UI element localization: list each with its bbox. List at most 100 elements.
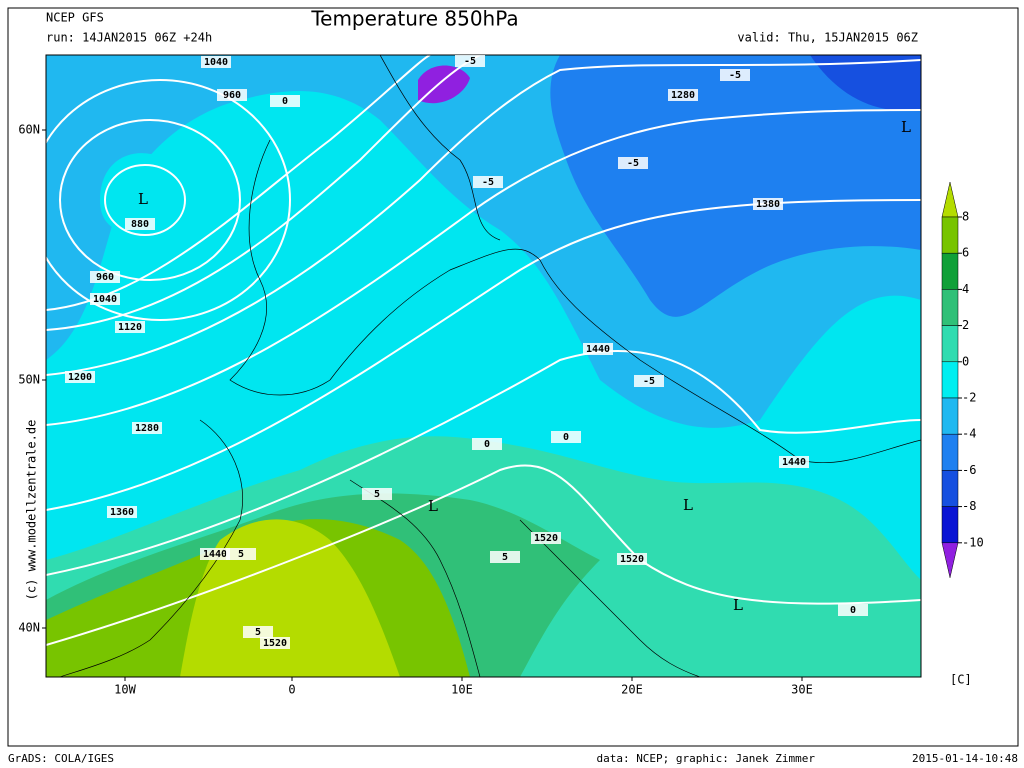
low-marker: L: [683, 496, 693, 514]
contour-label-box: [270, 95, 300, 107]
map-area: [46, 55, 921, 677]
contour-label-box: [618, 157, 648, 169]
contour-label: 0: [484, 439, 490, 450]
contour-label: -5: [627, 158, 639, 169]
contour-label: 1040: [93, 294, 117, 305]
low-marker: L: [428, 497, 438, 515]
colorbar-bottom-triangle: [941, 542, 959, 578]
contour-label: 5: [502, 552, 508, 563]
contour-label-box: [531, 532, 561, 544]
contour-label-box: [90, 293, 120, 305]
contour-label-box: [107, 506, 137, 518]
software: GrADS: COLA/IGES: [8, 752, 114, 765]
contour-label: 1380: [756, 199, 780, 210]
colorbar-segment: [941, 361, 959, 399]
contour-label-box: [65, 371, 95, 383]
contour-label: -5: [464, 56, 476, 67]
lat-label: 40N: [18, 621, 40, 635]
contour-label-box: [362, 488, 392, 500]
colorbar-tick-label: 8: [962, 210, 969, 224]
contour-label: 1520: [263, 638, 287, 649]
colorbar-segment: [941, 289, 959, 326]
contour-label: 1120: [118, 322, 142, 333]
contour-label-box: [720, 69, 750, 81]
contour-label-box: [132, 422, 162, 434]
contour-label-box: [490, 551, 520, 563]
contour-label-box: [617, 553, 647, 565]
contour-label-box: [551, 431, 581, 443]
contour-label: 880: [131, 219, 149, 230]
contour-label-box: [260, 637, 290, 649]
lon-label: 30E: [791, 683, 813, 697]
contour-label-box: [90, 271, 120, 283]
colorbar-segment: [941, 397, 959, 435]
colorbar-top-triangle: [941, 181, 959, 218]
colorbar-segment: [941, 216, 959, 254]
low-marker: L: [901, 118, 911, 136]
contour-label-box: [115, 321, 145, 333]
lon-label: 10W: [114, 683, 136, 697]
colorbar-tick-label: 4: [962, 282, 969, 296]
contour-label: -5: [643, 376, 655, 387]
low-marker: L: [733, 596, 743, 614]
contour-label: 960: [96, 272, 114, 283]
colorbar-tick-label: -4: [962, 427, 976, 441]
contour-label-box: [634, 375, 664, 387]
lon-label: 10E: [451, 683, 473, 697]
contour-label: 1200: [68, 372, 92, 383]
contour-label: 5: [255, 627, 261, 638]
field-coldest: [810, 55, 921, 111]
colorbar-tick-label: 6: [962, 246, 969, 260]
lon-label: 0: [288, 683, 295, 697]
contour-label-box: [243, 626, 273, 638]
contour-label-box: [226, 548, 256, 560]
contour-label-box: [201, 56, 231, 68]
contour-label: -5: [482, 177, 494, 188]
colorbar-tick-label: -2: [962, 391, 976, 405]
contour-label: 1520: [534, 533, 558, 544]
contour-label-box: [838, 604, 868, 616]
contour-label: 1440: [782, 457, 806, 468]
colorbar-segment: [941, 433, 959, 471]
colorbar-segment: [941, 252, 959, 290]
copyright: (c) www.modellzentrale.de: [25, 420, 39, 601]
contour-label: 960: [223, 90, 241, 101]
colorbar-tick-label: -6: [962, 463, 976, 477]
colorbar-segment: [941, 325, 959, 363]
contour-label-box: [473, 176, 503, 188]
colorbar-tick-label: -10: [962, 535, 984, 549]
contour-label: 0: [850, 605, 856, 616]
contour-label-box: [583, 343, 613, 355]
colorbar-tick-label: 2: [962, 318, 969, 332]
timestamp: 2015-01-14-10:48: [912, 752, 1018, 765]
contour-label: 0: [282, 96, 288, 107]
contour-label: 5: [374, 489, 380, 500]
colorbar-segment: [941, 506, 959, 544]
valid-time: valid: Thu, 15JAN2015 06Z: [737, 31, 918, 45]
lat-label: 50N: [18, 373, 40, 387]
run-info: run: 14JAN2015 06Z +24h: [46, 31, 212, 45]
map-title: Temperature 850hPa: [310, 7, 518, 31]
contour-label: -5: [729, 70, 741, 81]
colorbar-unit: [C]: [950, 673, 972, 687]
contour-label: 1280: [671, 90, 695, 101]
contour-label-box: [217, 89, 247, 101]
contour-label-box: [125, 218, 155, 230]
credit: data: NCEP; graphic: Janek Zimmer: [596, 752, 815, 765]
contour-label-box: [753, 198, 783, 210]
contour-label: 0: [563, 432, 569, 443]
contour-label: 1440: [203, 549, 227, 560]
contour-label: 1280: [135, 423, 159, 434]
contour-label-box: [668, 89, 698, 101]
colorbar-tick-label: -8: [962, 499, 976, 513]
contour-label: 1040: [204, 57, 228, 68]
lat-label: 60N: [18, 123, 40, 137]
low-marker: L: [138, 190, 148, 208]
contour-label-box: [455, 55, 485, 67]
contour-label-box: [779, 456, 809, 468]
colorbar-tick-label: 0: [962, 354, 969, 368]
contour-label-box: [200, 548, 230, 560]
contour-label: 1360: [110, 507, 134, 518]
contour-label: 1440: [586, 344, 610, 355]
